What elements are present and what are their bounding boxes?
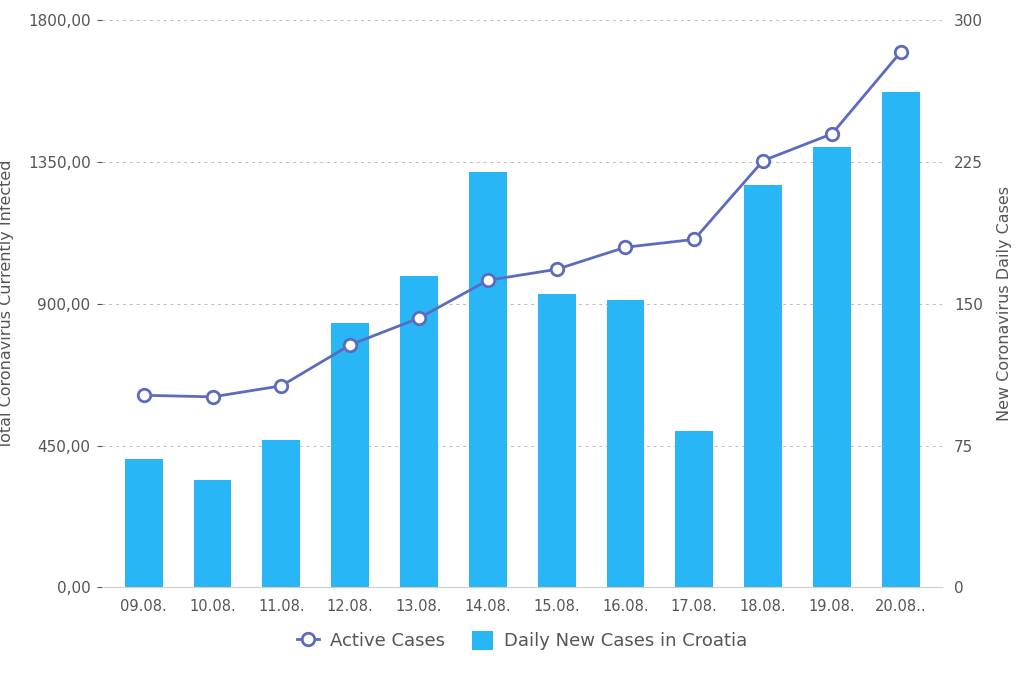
- Bar: [813, 147, 851, 587]
- Legend: Active Cases, Daily New Cases in Croatia: Active Cases, Daily New Cases in Croatia: [290, 624, 755, 658]
- Bar: [882, 92, 920, 587]
- Bar: [194, 479, 231, 587]
- Bar: [744, 185, 782, 587]
- Bar: [676, 430, 714, 587]
- Bar: [331, 323, 369, 587]
- Bar: [606, 300, 644, 587]
- Bar: [262, 440, 300, 587]
- Bar: [125, 459, 163, 587]
- Bar: [469, 171, 507, 587]
- Bar: [400, 275, 438, 587]
- Bar: [538, 294, 575, 587]
- Y-axis label: Total Coronavirus Currently Infected: Total Coronavirus Currently Infected: [0, 159, 14, 449]
- Y-axis label: New Coronavirus Daily Cases: New Coronavirus Daily Cases: [996, 186, 1012, 421]
